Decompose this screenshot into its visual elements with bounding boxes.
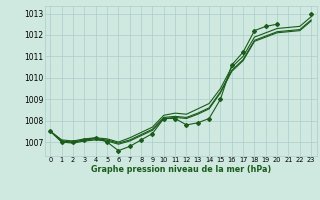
X-axis label: Graphe pression niveau de la mer (hPa): Graphe pression niveau de la mer (hPa) [91, 165, 271, 174]
